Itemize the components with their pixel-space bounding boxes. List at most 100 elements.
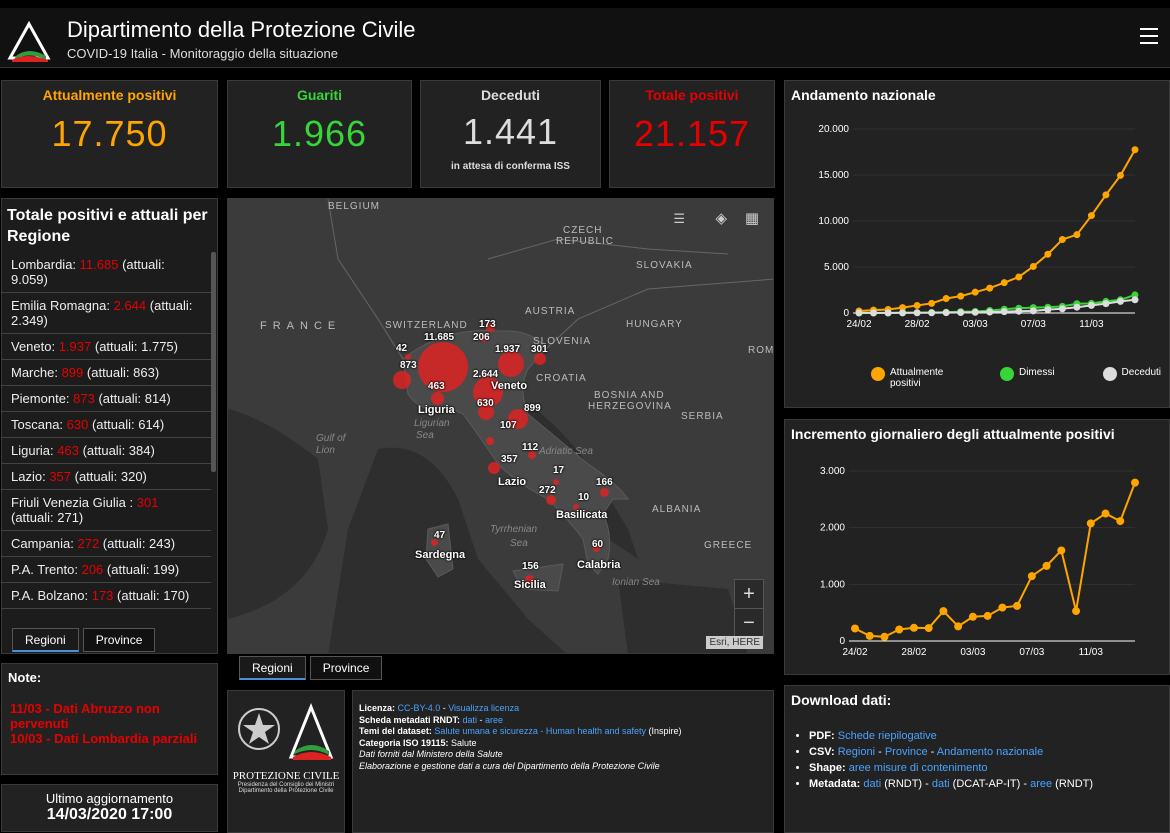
region-list-item[interactable]: Marche: 899 (attuali: 863) [1,360,211,386]
data-point[interactable] [899,304,907,312]
tab-regioni[interactable]: Regioni [12,628,79,652]
data-point[interactable] [1073,231,1081,239]
map-attribution[interactable]: Esri, HERE [706,636,763,649]
map-dot-calabria[interactable] [593,545,600,552]
data-point[interactable] [1057,546,1066,555]
data-point[interactable] [1000,308,1008,316]
data-point[interactable] [899,309,907,317]
data-point[interactable] [1015,307,1023,315]
data-point[interactable] [895,625,904,634]
data-point[interactable] [1116,517,1125,526]
map-dot-basilicata[interactable] [573,504,579,510]
data-point[interactable] [928,299,936,307]
meta-aree-link[interactable]: aree [1030,778,1053,790]
region-list-item[interactable]: Friuli Venezia Giulia : 301 (attuali: 27… [1,490,211,531]
map-dot-friuli[interactable] [534,353,546,365]
meta-dati-dcat-link[interactable]: dati [931,778,950,790]
map-dot-bolzano[interactable] [486,323,495,332]
map-dot-marche[interactable] [508,409,528,429]
license-link[interactable]: CC-BY-4.0 [397,703,441,713]
map-dot-abruzzo[interactable] [528,451,536,459]
data-point[interactable] [998,603,1007,612]
legend-item[interactable]: Deceduti [1102,367,1161,389]
region-list-item[interactable]: Liguria: 463 (attuali: 384) [1,438,211,464]
map-dot-emilia-romagna[interactable] [473,377,503,407]
legend-item[interactable]: Dimessi [999,367,1055,389]
data-point[interactable] [983,611,992,620]
data-point[interactable] [1000,279,1008,287]
data-point[interactable] [986,284,994,292]
hamburger-menu-icon[interactable] [1140,28,1158,44]
legend-list-icon[interactable]: ☰ [673,211,685,226]
map-dot-valle-aosta[interactable] [405,354,411,360]
zoom-in-button[interactable]: + [734,579,764,609]
region-list-item[interactable]: P.A. Bolzano: 173 (attuali: 170) [1,583,211,609]
layers-icon[interactable]: ◈ [715,210,727,227]
data-point[interactable] [968,612,977,621]
data-point[interactable] [909,623,918,632]
region-list-scrollbar[interactable] [211,252,216,472]
data-point[interactable] [1087,212,1095,220]
region-list-item[interactable]: Lombardia: 11.685 (attuali: 9.059) [1,252,211,293]
region-list-item[interactable]: Piemonte: 873 (attuali: 814) [1,386,211,412]
data-point[interactable] [870,309,878,317]
region-list-item[interactable]: Veneto: 1.937 (attuali: 1.775) [1,334,211,360]
data-point[interactable] [880,632,889,641]
shape-link[interactable]: aree misure di contenimento [848,762,988,774]
data-point[interactable] [1087,301,1095,309]
region-list-item[interactable]: Lazio: 357 (attuali: 320) [1,464,211,490]
map-dot-puglia[interactable] [600,488,609,497]
data-point[interactable] [1131,296,1139,304]
map-dot-piemonte[interactable] [393,371,411,389]
data-point[interactable] [1102,300,1110,308]
data-point[interactable] [1072,607,1081,616]
map-dot-lombardia[interactable] [418,342,468,392]
data-point[interactable] [1102,191,1110,199]
data-point[interactable] [1086,519,1095,528]
data-point[interactable] [1029,262,1037,270]
data-point[interactable] [851,624,859,633]
data-point[interactable] [1042,561,1051,570]
data-point[interactable] [1029,307,1037,315]
data-point[interactable] [971,288,979,296]
data-point[interactable] [1044,306,1052,314]
data-point[interactable] [1131,146,1139,154]
data-point[interactable] [1027,572,1036,581]
metadata-dati-link[interactable]: dati [462,714,478,725]
data-point[interactable] [1101,509,1110,518]
data-point[interactable] [1058,305,1066,313]
data-point[interactable] [1116,171,1124,179]
data-point[interactable] [855,309,863,317]
data-point[interactable] [986,308,994,316]
data-point[interactable] [1058,236,1066,244]
region-list[interactable]: Lombardia: 11.685 (attuali: 9.059) Emilia… [1,252,211,626]
data-point[interactable] [971,308,979,316]
map-tab-province[interactable]: Province [309,656,383,680]
csv-andamento-link[interactable]: Andamento nazionale [936,746,1044,758]
map-tab-regioni[interactable]: Regioni [239,656,306,680]
view-license-link[interactable]: Visualizza licenza [448,703,520,713]
data-point[interactable] [924,624,933,633]
map-dot-campania[interactable] [546,495,556,505]
metadata-aree-link[interactable]: aree [485,714,504,725]
data-point[interactable] [913,301,921,309]
data-point[interactable] [928,309,936,317]
map-dot-sardegna[interactable] [431,539,438,546]
csv-regioni-link[interactable]: Regioni [837,746,876,758]
zoom-out-button[interactable]: − [734,608,764,638]
data-point[interactable] [884,309,892,317]
legend-item[interactable]: Attualmente positivi [871,367,952,389]
region-list-item[interactable]: P.A. Trento: 206 (attuali: 199) [1,557,211,583]
map-dot-toscana[interactable] [478,404,494,420]
data-point[interactable] [1073,303,1081,311]
data-point[interactable] [1131,478,1139,487]
data-point[interactable] [1015,273,1023,281]
data-point[interactable] [942,294,950,302]
csv-province-link[interactable]: Province [884,746,928,758]
pdf-link[interactable]: Schede riepilogative [837,730,937,742]
map-dot-veneto[interactable] [498,351,524,377]
meta-dati-rndt-link[interactable]: dati [863,778,882,790]
map-dot-liguria[interactable] [431,392,444,405]
basemap-gallery-icon[interactable]: ▦ [744,210,759,227]
map-dot-lazio[interactable] [488,462,500,474]
